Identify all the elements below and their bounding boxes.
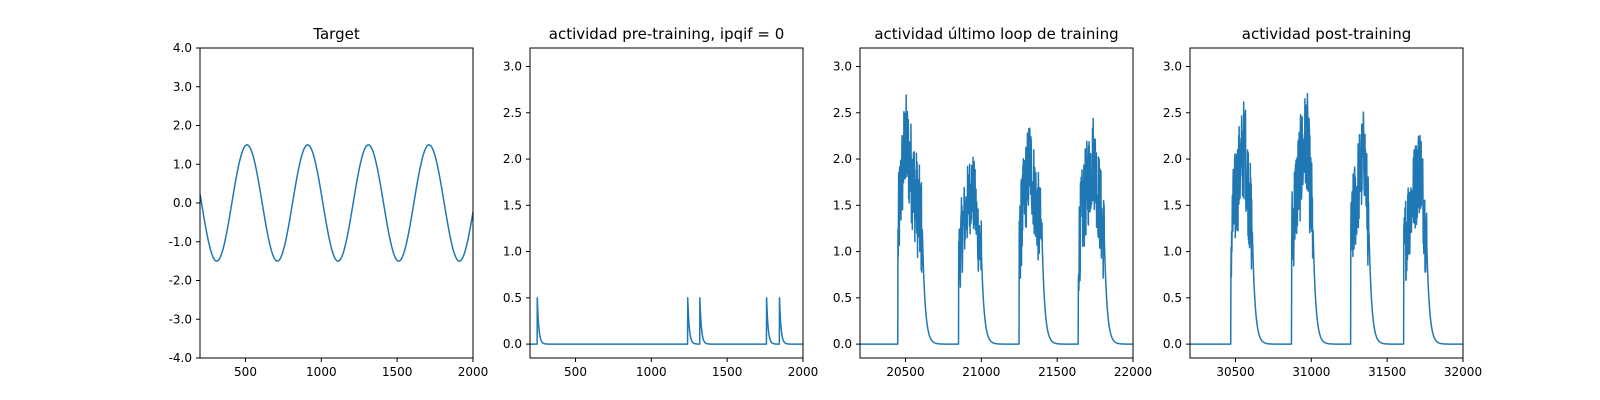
y-tick-label: 4.0 (173, 41, 192, 55)
x-tick-label: 500 (234, 365, 257, 379)
axes-frame (529, 47, 804, 359)
x-tick-label: 1500 (712, 365, 743, 379)
y-tick-label: 1.5 (1163, 198, 1182, 212)
y-tick-label: 0.0 (503, 337, 522, 351)
axes-frame (1189, 47, 1464, 359)
series-line-1-1 (200, 144, 473, 262)
axes-frame (199, 47, 474, 359)
x-tick-label: 1000 (306, 365, 337, 379)
y-tick-label: 0.5 (833, 291, 852, 305)
y-tick-label: 3.0 (503, 60, 522, 74)
subplot-1: 500 1000 1500 2000 -4.0 -3.0 -2.0 -1.0 0.0 1.0 2.0… (169, 25, 489, 379)
y-tick-label: 3.0 (833, 60, 852, 74)
x-tick-label: 21500 (1038, 365, 1076, 379)
y-tick-label: 0.0 (1163, 337, 1182, 351)
x-tick-label: 1500 (382, 365, 413, 379)
y-tick-label: 3.0 (1163, 60, 1182, 74)
y-tick-label: -3.0 (169, 312, 192, 326)
y-tick-label: 2.0 (1163, 152, 1182, 166)
y-tick-label: 1.0 (1163, 245, 1182, 259)
x-tick-label: 22000 (1114, 365, 1152, 379)
series-line-4-1 (1190, 92, 1463, 345)
y-tick-label: -1.0 (169, 235, 192, 249)
x-tick-label: 31000 (1292, 365, 1330, 379)
x-tick-label: 2000 (788, 365, 819, 379)
y-tick-label: -2.0 (169, 274, 192, 288)
subplot-title: actividad último loop de training (874, 25, 1118, 43)
y-tick-label: 3.0 (173, 80, 192, 94)
y-tick-label: 2.5 (503, 106, 522, 120)
x-tick-label: 31500 (1368, 365, 1406, 379)
x-tick-label: 32000 (1444, 365, 1482, 379)
subplot-2: 500 1000 1500 2000 0.0 0.5 1.0 1.5 2.0 2.5 3.0 acti… (503, 25, 818, 379)
x-tick-label: 21000 (962, 365, 1000, 379)
subplot-title: Target (312, 25, 360, 43)
y-tick-label: 1.5 (833, 198, 852, 212)
y-tick-label: 0.5 (1163, 291, 1182, 305)
subplot-title: actividad pre-training, ipqif = 0 (549, 25, 785, 43)
y-tick-label: 2.0 (503, 152, 522, 166)
x-tick-label: 30500 (1216, 365, 1254, 379)
x-tick-label: 2000 (458, 365, 489, 379)
series-line-2-1 (530, 297, 803, 345)
y-tick-label: 0.0 (173, 196, 192, 210)
y-tick-label: 0.0 (833, 337, 852, 351)
y-tick-label: 1.0 (833, 245, 852, 259)
y-tick-label: 2.0 (833, 152, 852, 166)
y-tick-label: -4.0 (169, 351, 192, 365)
y-tick-label: 1.0 (173, 157, 192, 171)
y-tick-label: 1.0 (503, 245, 522, 259)
y-tick-label: 2.5 (833, 106, 852, 120)
subplot-title: actividad post-training (1242, 25, 1411, 43)
y-tick-label: 0.5 (503, 291, 522, 305)
axes-frame (859, 47, 1134, 359)
x-tick-label: 1000 (636, 365, 667, 379)
y-tick-label: 1.5 (503, 198, 522, 212)
y-tick-label: 2.5 (1163, 106, 1182, 120)
subplot-4: 30500 31000 31500 32000 0.0 0.5 1.0 1.5 2.0 2.5 3.… (1163, 25, 1482, 379)
subplot-3: 20500 21000 21500 22000 0.0 0.5 1.0 1.5 2.0 2.5 3.… (833, 25, 1152, 379)
series-line-3-1 (860, 94, 1133, 345)
x-tick-label: 500 (564, 365, 587, 379)
y-tick-label: 2.0 (173, 119, 192, 133)
x-tick-label: 20500 (886, 365, 924, 379)
